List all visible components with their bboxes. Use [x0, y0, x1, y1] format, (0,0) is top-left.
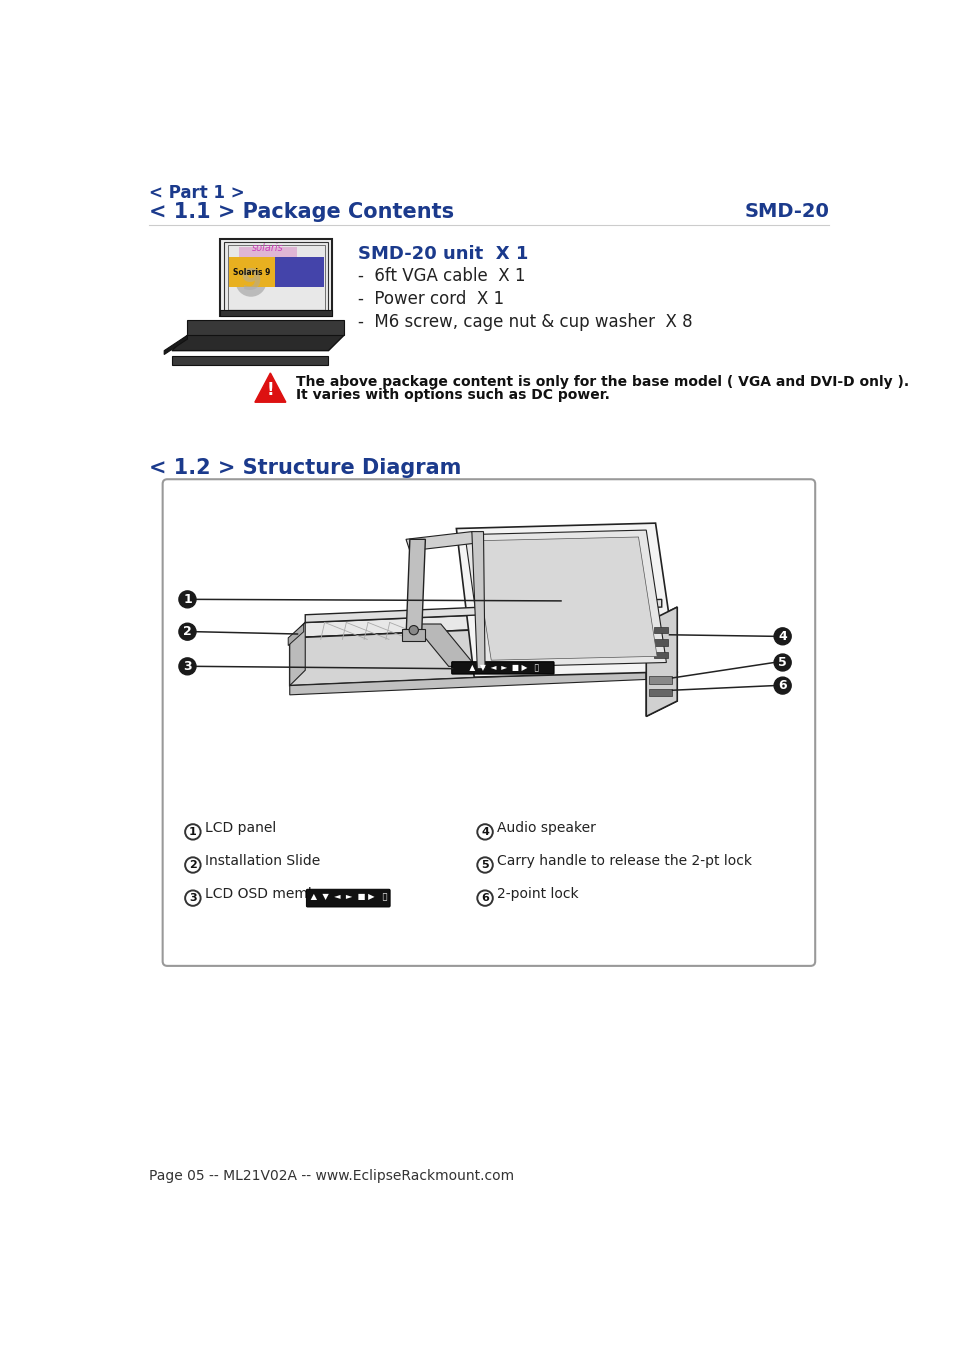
Bar	[220, 310, 332, 316]
Polygon shape	[288, 624, 303, 645]
Text: Installation Slide: Installation Slide	[205, 855, 320, 868]
Bar	[648, 676, 671, 684]
Polygon shape	[220, 239, 332, 316]
Text: 5: 5	[480, 860, 488, 869]
Circle shape	[185, 825, 200, 840]
Text: Solaris 9: Solaris 9	[233, 267, 271, 277]
Circle shape	[409, 625, 418, 634]
Circle shape	[476, 857, 493, 872]
Text: ▲  ▼  ◄  ►  ■ ▶   ⏻: ▲ ▼ ◄ ► ■ ▶ ⏻	[466, 663, 538, 672]
Polygon shape	[290, 670, 645, 695]
Text: 6: 6	[778, 679, 786, 693]
Text: The above package content is only for the base model ( VGA and DVI-D only ).: The above package content is only for th…	[295, 374, 908, 389]
Text: < 1.2 > Structure Diagram: < 1.2 > Structure Diagram	[149, 459, 460, 478]
Text: 5: 5	[778, 656, 786, 670]
Text: -  Power cord  X 1: - Power cord X 1	[357, 290, 503, 308]
Text: It varies with options such as DC power.: It varies with options such as DC power.	[295, 389, 609, 402]
Bar	[239, 247, 297, 258]
Polygon shape	[472, 537, 657, 660]
Text: Carry handle to release the 2-pt lock: Carry handle to release the 2-pt lock	[497, 855, 752, 868]
Text: -  6ft VGA cable  X 1: - 6ft VGA cable X 1	[357, 267, 525, 285]
Bar	[229, 258, 274, 286]
Bar	[229, 246, 324, 309]
Text: 1: 1	[189, 828, 196, 837]
Text: < Part 1 >: < Part 1 >	[149, 184, 244, 201]
Circle shape	[773, 628, 790, 645]
Circle shape	[773, 653, 790, 671]
Polygon shape	[472, 532, 484, 668]
Polygon shape	[406, 532, 476, 551]
Bar	[402, 629, 425, 641]
Circle shape	[179, 624, 195, 640]
Text: Audio speaker: Audio speaker	[497, 821, 596, 836]
Polygon shape	[290, 608, 661, 637]
Text: 3: 3	[183, 660, 192, 672]
FancyBboxPatch shape	[162, 479, 815, 965]
Text: ▲  ▼  ◄  ►  ■ ▶   ⏻: ▲ ▼ ◄ ► ■ ▶ ⏻	[308, 892, 387, 902]
Text: 6: 6	[480, 894, 489, 903]
Polygon shape	[187, 320, 344, 335]
Text: 3: 3	[189, 894, 196, 903]
Text: < 1.1 > Package Contents: < 1.1 > Package Contents	[149, 202, 454, 221]
Bar	[654, 628, 667, 633]
Polygon shape	[224, 242, 328, 313]
FancyBboxPatch shape	[306, 890, 390, 907]
Text: 2-point lock: 2-point lock	[497, 887, 578, 902]
Circle shape	[179, 591, 195, 608]
Circle shape	[179, 657, 195, 675]
Polygon shape	[290, 622, 645, 686]
Polygon shape	[645, 608, 677, 717]
Polygon shape	[456, 524, 677, 678]
Polygon shape	[172, 356, 328, 365]
Circle shape	[235, 266, 266, 297]
Text: solaris: solaris	[252, 243, 284, 252]
Polygon shape	[228, 246, 324, 310]
Bar	[654, 652, 667, 657]
Circle shape	[476, 891, 493, 906]
Polygon shape	[414, 624, 476, 667]
Bar	[648, 688, 671, 697]
Text: 1: 1	[183, 593, 192, 606]
Text: -  M6 screw, cage nut & cup washer  X 8: - M6 screw, cage nut & cup washer X 8	[357, 313, 692, 331]
Text: LCD OSD membrane: LCD OSD membrane	[205, 887, 348, 902]
Polygon shape	[406, 539, 425, 637]
Polygon shape	[645, 608, 661, 670]
Polygon shape	[172, 335, 344, 351]
Text: SMD-20 unit  X 1: SMD-20 unit X 1	[357, 246, 528, 263]
Circle shape	[773, 678, 790, 694]
FancyBboxPatch shape	[452, 662, 554, 674]
Polygon shape	[464, 531, 666, 667]
Polygon shape	[290, 622, 305, 686]
Circle shape	[185, 857, 200, 872]
Text: 2: 2	[189, 860, 196, 869]
Bar	[274, 258, 323, 286]
Polygon shape	[164, 335, 187, 355]
Text: Page 05 -- ML21V02A -- www.EclipseRackmount.com: Page 05 -- ML21V02A -- www.EclipseRackmo…	[149, 1169, 514, 1183]
Text: 4: 4	[480, 828, 489, 837]
Text: LCD panel: LCD panel	[205, 821, 276, 836]
Polygon shape	[645, 608, 677, 717]
Text: SMD-20: SMD-20	[743, 202, 828, 221]
Text: 4: 4	[778, 630, 786, 643]
Circle shape	[476, 825, 493, 840]
Text: 9: 9	[240, 267, 261, 296]
Polygon shape	[254, 373, 286, 402]
Polygon shape	[305, 599, 661, 622]
Bar	[654, 640, 667, 645]
Circle shape	[185, 891, 200, 906]
Text: 2: 2	[183, 625, 192, 639]
Text: !: !	[266, 381, 274, 398]
